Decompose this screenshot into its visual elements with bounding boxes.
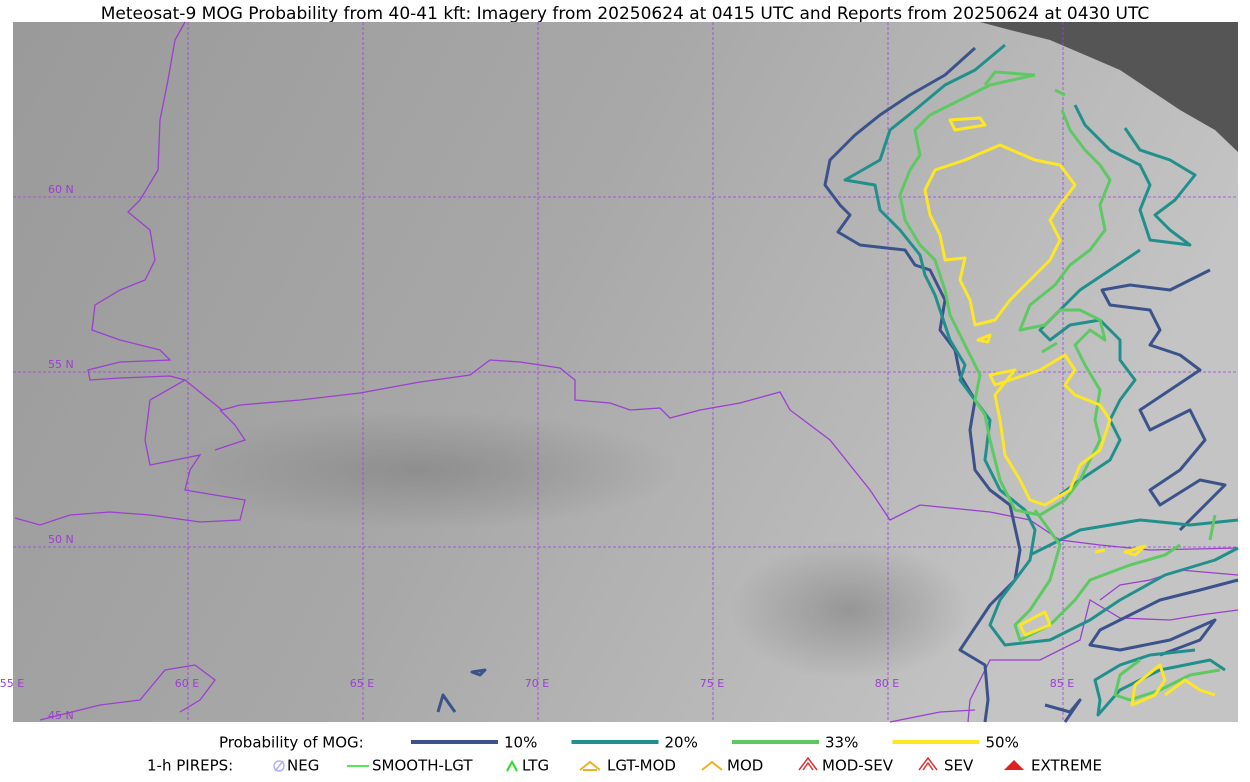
lat-label: 45 N	[48, 709, 74, 722]
lgt-mod-icon	[579, 760, 601, 771]
legend-label: LTG	[522, 757, 549, 775]
image-shading	[730, 540, 970, 680]
legend-title: Probability of MOG:	[219, 734, 364, 752]
legend-label: LGT-MOD	[607, 757, 676, 775]
border	[14, 21, 246, 526]
lon-label: 55 E	[0, 677, 24, 690]
contour-10	[1044, 698, 1082, 723]
contours	[436, 43, 1239, 723]
border	[1099, 569, 1239, 601]
legend-label: EXTREME	[1031, 757, 1102, 775]
legend-label: 50%	[986, 734, 1019, 752]
legend-label: NEG	[287, 757, 319, 775]
legend-label: 33%	[825, 734, 858, 752]
contour-20	[843, 43, 1239, 647]
contour-10	[436, 668, 487, 713]
title: Meteosat-9 MOG Probability from 40-41 kf…	[101, 4, 1150, 24]
no-data-region	[980, 22, 1238, 152]
borders	[14, 21, 1239, 723]
border	[184, 359, 1239, 551]
contour-10	[1100, 268, 1227, 532]
pirep-icons	[273, 756, 1024, 772]
lat-label: 60 N	[48, 183, 74, 196]
border	[967, 598, 1239, 723]
lon-label: 70 E	[525, 677, 549, 690]
lat-label: 55 N	[48, 358, 74, 371]
border	[889, 709, 976, 723]
legend-label: MOD-SEV	[822, 757, 894, 775]
legend-title: 1-h PIREPS:	[147, 757, 233, 775]
ltg-icon	[506, 759, 518, 772]
contour-10	[1088, 578, 1239, 657]
legend-label: MOD	[727, 757, 763, 775]
extreme-icon	[1004, 760, 1024, 770]
geo-labels: 60 N 55 N 50 N 45 N 55 E 60 E 65 E 70 E 75 E 80 E…	[0, 183, 1074, 722]
border	[39, 664, 216, 721]
lon-label: 65 E	[350, 677, 374, 690]
contour-50	[976, 333, 1147, 637]
contour-20	[1093, 648, 1226, 717]
map: 60 N 55 N 50 N 45 N 55 E 60 E 65 E 70 E 75 E 80 E…	[0, 21, 1239, 723]
contour-20	[1038, 248, 1141, 497]
sev-icon	[918, 756, 938, 771]
lon-label: 80 E	[875, 677, 899, 690]
mod-sev-icon	[798, 756, 818, 771]
legend: Probability of MOG: 10% 20% 33% 50% 1-h PIREP…	[147, 734, 1102, 775]
lon-label: 75 E	[700, 677, 724, 690]
mod-icon	[701, 760, 723, 771]
contour-50	[1130, 663, 1216, 707]
contour-33	[983, 70, 1066, 97]
contour-20	[1073, 104, 1197, 247]
contour-33	[1041, 341, 1217, 541]
contour-50	[948, 116, 987, 132]
lon-label: 85 E	[1050, 677, 1074, 690]
contour-33	[898, 73, 1112, 517]
legend-label: SEV	[944, 757, 974, 775]
border	[214, 409, 247, 451]
contour-50	[988, 353, 1112, 507]
neg-icon	[273, 760, 285, 772]
legend-label: 10%	[504, 734, 537, 752]
contour-50	[923, 143, 1077, 327]
image-shading	[160, 410, 680, 530]
contour-20	[1029, 518, 1239, 557]
contour-33	[1113, 658, 1221, 702]
legend-label: 20%	[665, 734, 698, 752]
lat-label: 50 N	[48, 533, 74, 546]
legend-label: SMOOTH-LGT	[372, 757, 473, 775]
lon-label: 60 E	[175, 677, 199, 690]
